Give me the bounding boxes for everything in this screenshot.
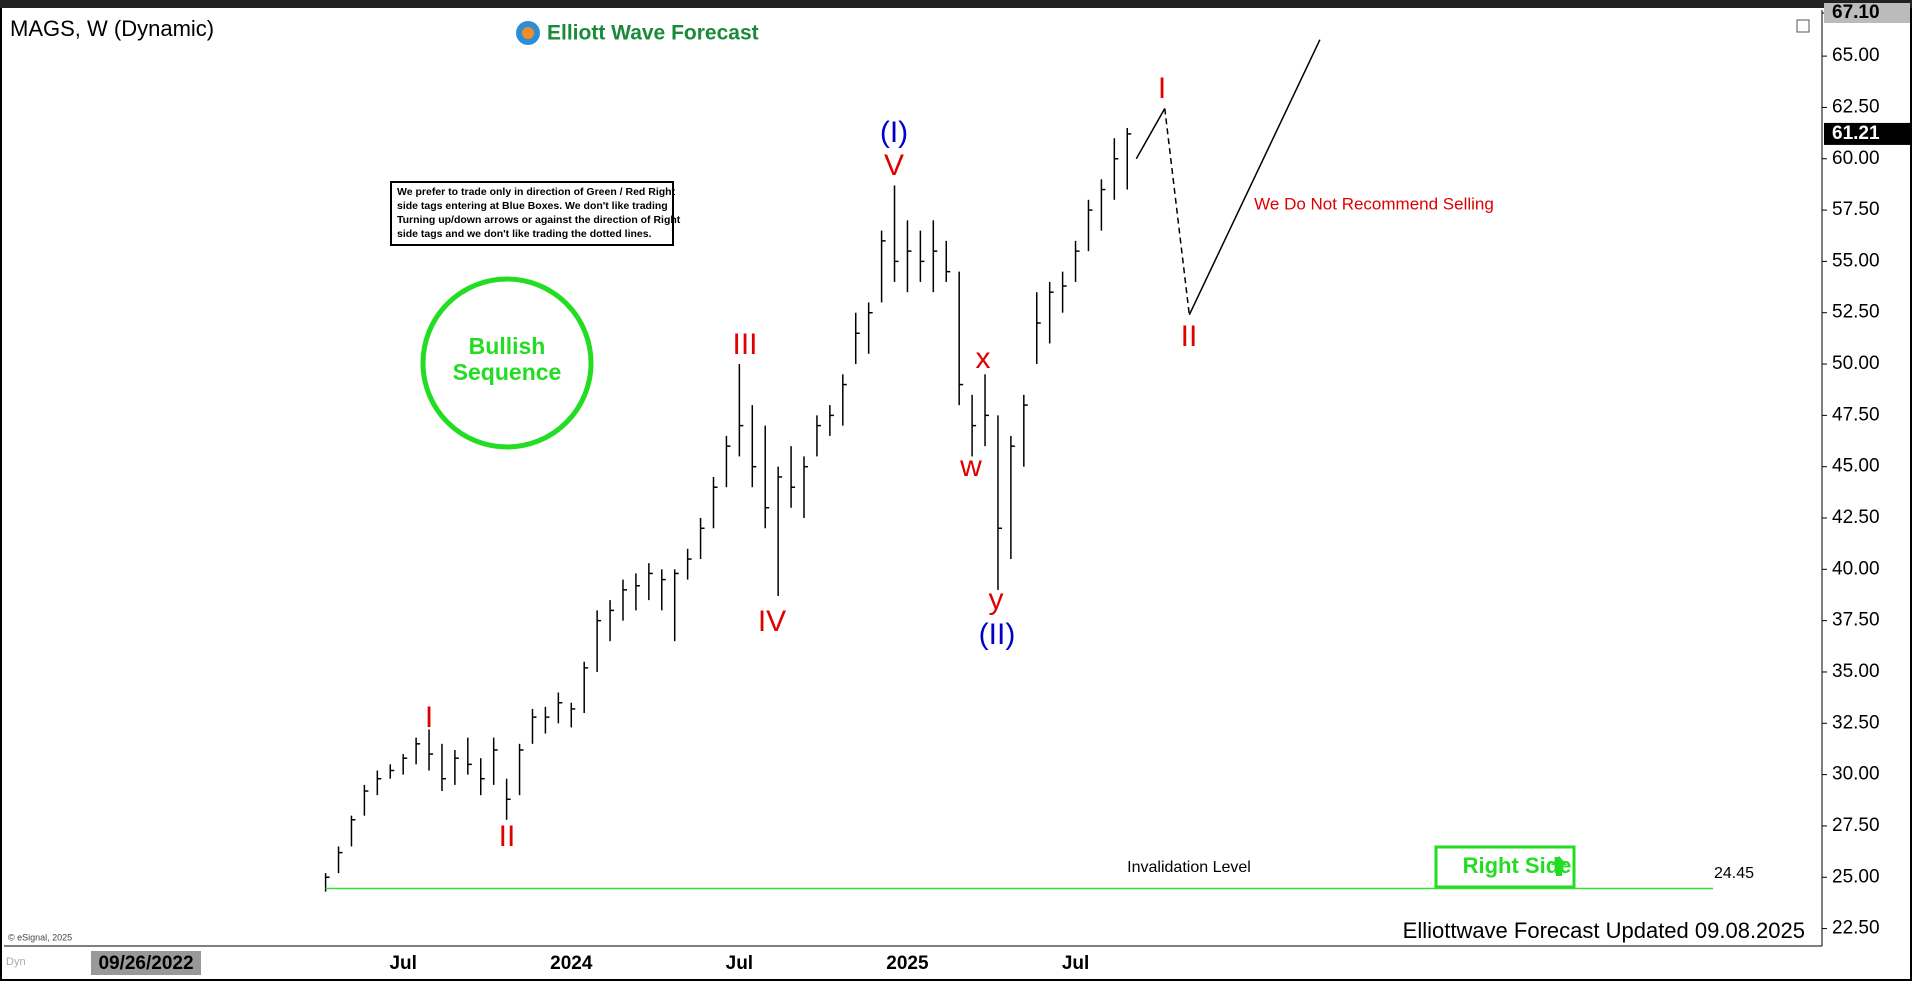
y-tick-label: 25.00 [1832,866,1880,887]
y-tick-label: 52.50 [1832,302,1880,323]
y-tick-label: 22.50 [1832,918,1880,939]
logo-text: Elliott Wave Forecast [547,22,759,45]
y-max-tag [1824,3,1910,23]
chart-title: MAGS, W (Dynamic) [10,16,214,41]
x-tick-label: Jul [726,953,753,974]
y-tick-label: 57.50 [1832,199,1880,220]
y-tick-label: 50.00 [1832,353,1880,374]
right-side-box [1434,845,1576,889]
wave-label: V [884,149,904,182]
wave-label: IV [758,605,786,638]
wave-label: x [976,342,991,375]
right-side-text: Right Side [1463,853,1572,878]
x-tick-label: Jul [389,953,416,974]
x-tick-label: 2025 [886,953,929,974]
x-tick-label: Jul [1062,953,1089,974]
disclaimer-line: Turning up/down arrows or against the di… [397,214,681,226]
y-tick-label: 37.50 [1832,610,1880,631]
logo-icon-inner [522,27,534,39]
last-price-label: 61.21 [1832,123,1880,144]
last-price-tag [1824,122,1912,145]
wave-label: (I) [880,116,908,149]
y-tick-label: 67.10 [1832,2,1880,23]
disclaimer-line: side tags entering at Blue Boxes. We don… [397,200,668,212]
y-tick-label: 42.50 [1832,507,1880,528]
copyright: © eSignal, 2025 [8,932,72,942]
disclaimer-box [390,181,674,246]
wave-label: III [732,328,757,361]
x-tick-label: 2024 [550,953,593,974]
top-bar [0,0,1912,8]
wave-label: (II) [979,618,1016,651]
window-icon[interactable] [1796,19,1810,33]
y-tick-label: 60.00 [1832,148,1880,169]
invalidation-value: 24.45 [1714,865,1754,882]
warning-text: We Do Not Recommend Selling [1254,194,1494,213]
disclaimer-line: side tags and we don't like trading the … [397,228,652,240]
wave-label: II [1181,320,1198,353]
y-tick-label: 35.00 [1832,661,1880,682]
projection-line [1135,108,1166,160]
projection-line [1188,39,1321,316]
y-tick-label: 47.50 [1832,404,1880,425]
bullish-text: Sequence [453,359,562,385]
invalidation-label: Invalidation Level [1127,859,1251,876]
projection-line [1164,108,1191,315]
y-tick-label: 45.00 [1832,456,1880,477]
updated-text: Elliottwave Forecast Updated 09.08.2025 [1403,918,1805,943]
y-tick-label: 30.00 [1832,764,1880,785]
wave-label: I [425,701,433,734]
y-tick-label: 62.50 [1832,96,1880,117]
y-tick-label: 32.50 [1832,712,1880,733]
y-tick-label: 27.50 [1832,815,1880,836]
wave-label: y [989,583,1004,616]
logo: Elliott Wave Forecast [516,21,759,45]
disclaimer-line: We prefer to trade only in direction of … [397,186,676,198]
cursor-date: 09/26/2022 [98,953,193,974]
y-tick-label: 65.00 [1832,45,1880,66]
y-tick-label: 40.00 [1832,558,1880,579]
wave-label: w [959,450,982,483]
right-side-arrow [1551,856,1567,876]
dyn-label: Dyn [6,956,26,968]
bullish-circle [420,276,594,450]
wave-label: I [1158,72,1166,105]
y-tick-label: 55.00 [1832,250,1880,271]
wave-label: II [499,820,516,853]
cursor-date-box [91,951,201,975]
bullish-text: Bullish [469,333,546,359]
